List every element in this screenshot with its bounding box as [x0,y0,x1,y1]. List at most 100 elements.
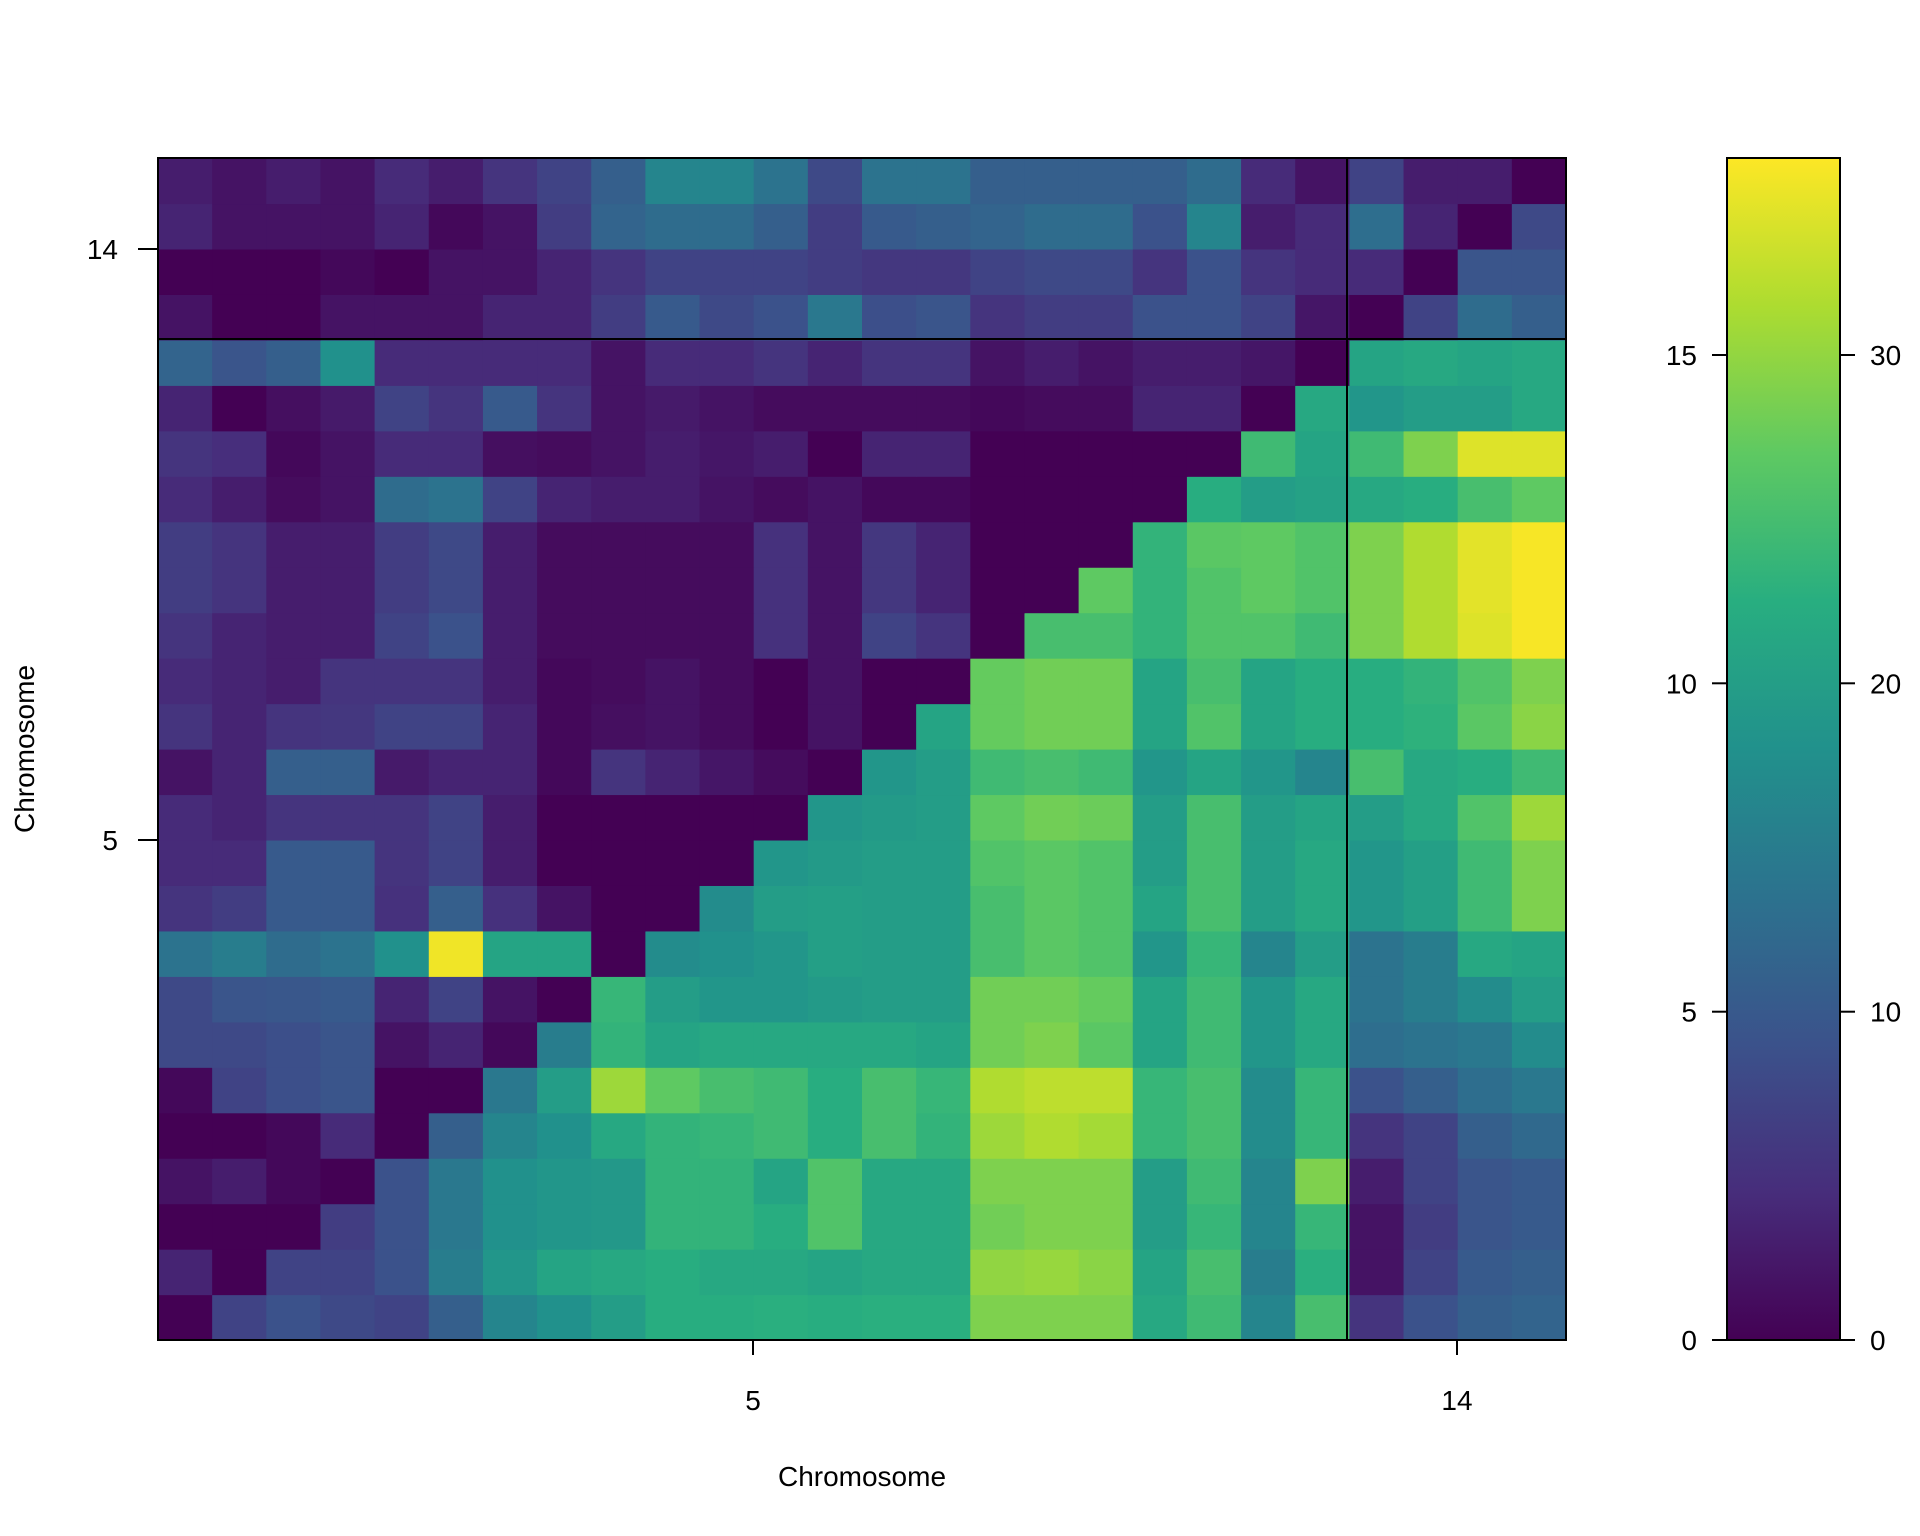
heatmap-cell [212,976,267,1023]
heatmap-cell [1349,248,1405,295]
heatmap-cell [374,1067,430,1114]
heatmap-cell [212,1021,267,1068]
heatmap-cell [1511,1249,1567,1296]
heatmap-cell [1295,1249,1350,1296]
heatmap-cell [591,521,646,568]
heatmap-cell [591,749,646,796]
heatmap-cell [320,294,376,341]
heatmap-cell [1186,658,1242,705]
heatmap-cell [1349,839,1405,886]
heatmap-cell [1403,158,1459,205]
heatmap-cell [1349,1112,1405,1159]
heatmap-cell [1241,1158,1296,1205]
heatmap-cell [1241,430,1296,477]
heatmap-cell [1132,385,1188,432]
heatmap-cell [320,658,376,705]
heatmap-cell [970,1067,1026,1114]
heatmap-cell [753,930,809,977]
heatmap-cell [1078,430,1134,477]
x-axis: 5 14 Chromosome [745,1340,1473,1492]
heatmap-cell [428,476,484,523]
heatmap-cell [699,1067,755,1114]
heatmap-cell [807,794,863,841]
heatmap-cell [428,1158,484,1205]
heatmap-cell [916,521,971,568]
heatmap-cell [862,158,917,205]
heatmap-cell [916,794,971,841]
heatmap-cell [1241,885,1296,932]
heatmap-cell [320,612,376,659]
heatmap-cell [482,794,538,841]
heatmap-cell [1241,1112,1296,1159]
heatmap-cell [374,930,430,977]
heatmap-cell [970,1112,1026,1159]
heatmap-cell [1024,1112,1080,1159]
heatmap-cell [428,203,484,250]
heatmap-cell [699,703,755,750]
heatmap-cell [645,430,701,477]
heatmap-cell [699,1112,755,1159]
heatmap-cell [645,339,701,386]
heatmap-cell [158,1249,213,1296]
heatmap-cell [374,521,430,568]
heatmap-cell [266,885,322,932]
heatmap-cell [807,1112,863,1159]
heatmap-cell [374,248,430,295]
heatmap-cell [916,1021,971,1068]
heatmap-cell [699,567,755,614]
heatmap-cell [1457,1158,1513,1205]
heatmap-cell [374,339,430,386]
heatmap-cell [1078,658,1134,705]
heatmap-cell [970,976,1026,1023]
heatmap-cell [1241,385,1296,432]
heatmap-cell [1132,567,1188,614]
heatmap-cell [1078,885,1134,932]
heatmap-cell [1241,1294,1296,1341]
heatmap-cell [428,385,484,432]
heatmap-cell [1511,1203,1567,1250]
heatmap-cell [591,158,646,205]
heatmap-cell [1241,1203,1296,1250]
y-tick-label-14: 14 [87,234,118,265]
heatmap-cell [1078,1158,1134,1205]
heatmap-cell [862,248,917,295]
heatmap-cell [862,521,917,568]
heatmap-cell [1132,794,1188,841]
heatmap-cell [1132,430,1188,477]
heatmap-cell [645,839,701,886]
heatmap-cell [1511,703,1567,750]
heatmap-cell [428,1067,484,1114]
heatmap-cell [1186,430,1242,477]
heatmap-cell [1511,521,1567,568]
heatmap-cell [1457,1249,1513,1296]
heatmap-cell [158,521,213,568]
heatmap-cell [970,385,1026,432]
heatmap-cell [537,1158,592,1205]
heatmap-cell [1403,794,1459,841]
heatmap-cell [158,1158,213,1205]
heatmap-cell [1403,1158,1459,1205]
heatmap-cell [212,885,267,932]
heatmap-cell [916,294,971,341]
heatmap-cell [645,930,701,977]
heatmap-cell [320,839,376,886]
heatmap-cell [807,567,863,614]
colorbar-tick-label: 30 [1870,340,1901,371]
heatmap-cell [266,294,322,341]
heatmap-cell [753,1067,809,1114]
heatmap-cell [266,339,322,386]
heatmap-cell [320,703,376,750]
heatmap-cell [212,1249,267,1296]
heatmap-cell [158,794,213,841]
heatmap-cell [1024,1249,1080,1296]
heatmap-cell [807,976,863,1023]
heatmap-cell [1078,794,1134,841]
x-tick-label-14: 14 [1441,1385,1472,1416]
heatmap-cell [645,294,701,341]
heatmap-cell [591,976,646,1023]
heatmap-cell [699,430,755,477]
heatmap-cell [1457,794,1513,841]
heatmap-cell [1241,339,1296,386]
heatmap-cell [482,1249,538,1296]
heatmap-cell [1511,430,1567,477]
